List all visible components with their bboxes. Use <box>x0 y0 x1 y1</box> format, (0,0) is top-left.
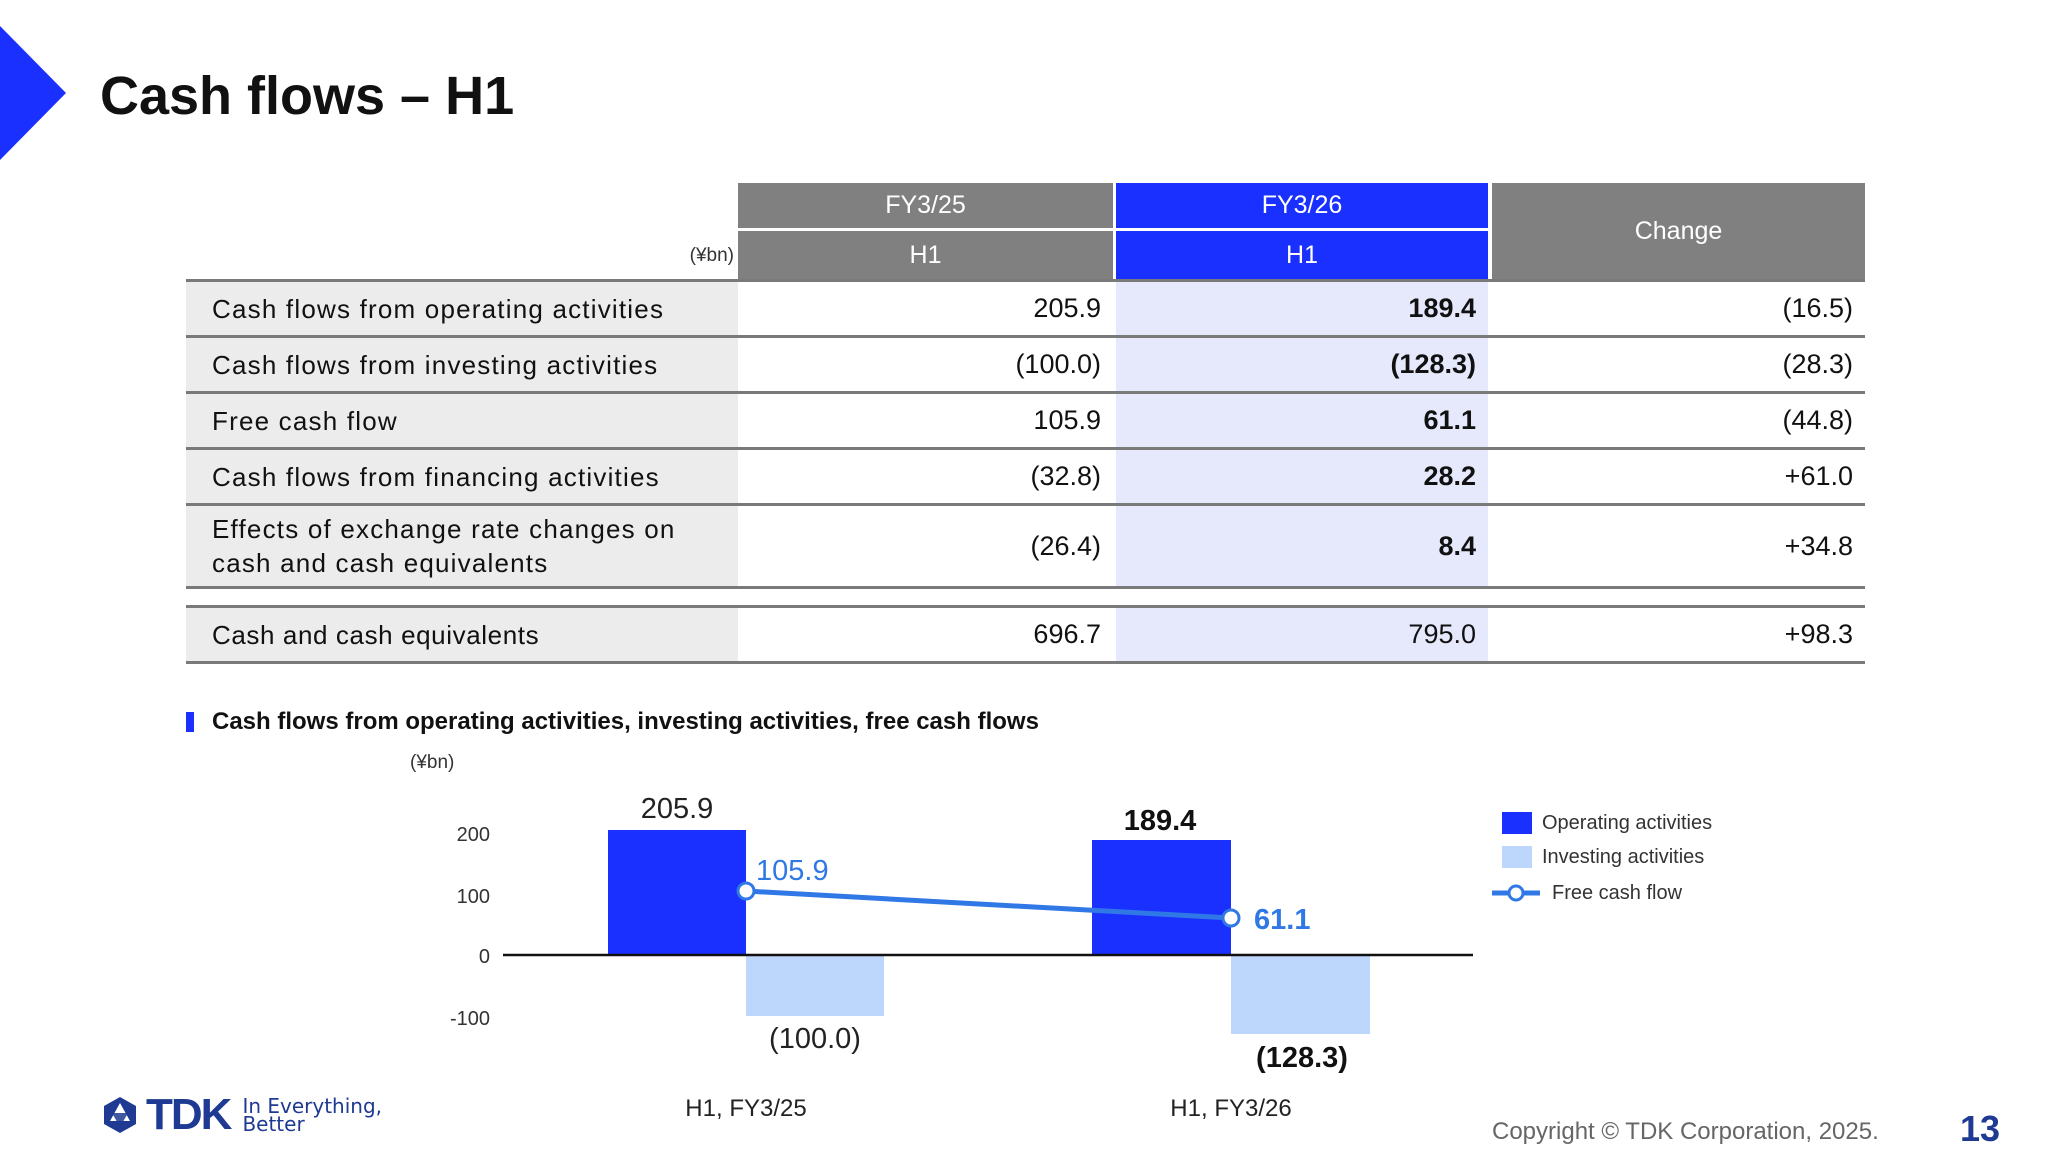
value-fy25: (32.8) <box>1030 461 1101 491</box>
value-fy26: 28.2 <box>1116 450 1488 503</box>
header-change: Change <box>1492 183 1865 279</box>
chart-section-title: Cash flows from operating activities, in… <box>212 708 1039 735</box>
value-fy26: (128.3) <box>1116 338 1488 391</box>
page-number: 13 <box>1960 1108 2001 1149</box>
legend-item-investing: Investing activities <box>1490 844 1704 870</box>
value-fy25: (100.0) <box>1015 349 1101 379</box>
bar-operating-fy25 <box>608 830 746 955</box>
row-divider <box>186 391 1865 394</box>
row-label: Cash and cash equivalents <box>186 608 738 661</box>
value-change: (16.5) <box>1782 293 1853 323</box>
table-row: Cash flows from operating activities 205… <box>186 282 1865 335</box>
chevron-accent-icon <box>0 26 66 160</box>
table-unit-label: (¥bn) <box>689 245 734 266</box>
tdk-emblem-icon <box>104 1097 136 1133</box>
data-label-operating-fy25: 205.9 <box>641 793 714 825</box>
value-change: (44.8) <box>1782 405 1853 435</box>
row-label: Cash flows from operating activities <box>186 282 738 335</box>
value-fy25: 205.9 <box>1033 293 1101 323</box>
bar-investing-fy25 <box>746 955 884 1016</box>
value-fy26: 8.4 <box>1116 506 1488 586</box>
legend-item-fcf: Free cash flow <box>1490 880 1682 906</box>
legend-swatch-icon <box>1502 846 1532 868</box>
legend-label: Investing activities <box>1542 845 1705 868</box>
legend-item-operating: Operating activities <box>1490 810 1712 836</box>
value-change: +98.3 <box>1784 619 1853 649</box>
value-fy26: 795.0 <box>1116 608 1488 661</box>
logo-tagline: In Everything, Better <box>242 1094 383 1136</box>
row-divider <box>186 447 1865 450</box>
value-fy25: 696.7 <box>1033 619 1101 649</box>
legend-label: Operating activities <box>1542 811 1713 834</box>
legend-line-marker-icon <box>1492 884 1540 902</box>
value-fy26: 61.1 <box>1116 394 1488 447</box>
row-label: Cash flows from financing activities <box>186 450 738 503</box>
table-row: Cash flows from investing activities (10… <box>186 338 1865 391</box>
data-label-investing-fy25: (100.0) <box>769 1023 861 1055</box>
y-tick-label: 200 <box>457 824 490 846</box>
data-label-investing-fy26: (128.3) <box>1256 1042 1348 1074</box>
value-change: +34.8 <box>1784 530 1853 561</box>
table-row: Cash flows from financing activities (32… <box>186 450 1865 503</box>
row-divider <box>186 335 1865 338</box>
header-fy26-period: FY3/26 <box>1116 183 1488 228</box>
tdk-logo: TDK In Everything, Better <box>100 1090 382 1140</box>
bar-investing-fy26 <box>1231 955 1370 1034</box>
tagline-line-1: In Everything, <box>242 1094 383 1118</box>
table-row: Free cash flow 105.9 61.1 (44.8) <box>186 394 1865 447</box>
copyright-text: Copyright © TDK Corporation, 2025. <box>1492 1118 1879 1145</box>
data-label-fcf-fy25: 105.9 <box>756 855 829 887</box>
header-fy25-period: FY3/25 <box>738 183 1113 228</box>
tagline-line-2: Better <box>242 1112 305 1136</box>
legend-swatch-icon <box>1502 812 1532 834</box>
total-top-rule <box>186 605 1865 608</box>
legend-label: Free cash flow <box>1552 881 1683 904</box>
data-label-operating-fy26: 189.4 <box>1124 805 1197 837</box>
y-tick-label: 0 <box>479 946 490 968</box>
table-row-total: Cash and cash equivalents 696.7 795.0 +9… <box>186 608 1865 661</box>
row-label: Effects of exchange rate changes on cash… <box>186 506 738 586</box>
value-change: +61.0 <box>1784 461 1853 491</box>
row-divider <box>186 503 1865 506</box>
row-label: Free cash flow <box>186 394 738 447</box>
value-fy26: 189.4 <box>1116 282 1488 335</box>
page-title: Cash flows – H1 <box>100 66 515 126</box>
fcf-marker <box>736 881 756 901</box>
header-rule <box>186 279 1865 282</box>
header-fy25-sub: H1 <box>738 231 1113 279</box>
y-tick-label: -100 <box>450 1008 490 1030</box>
value-change: (28.3) <box>1782 349 1853 379</box>
value-fy25: 105.9 <box>1033 405 1101 435</box>
row-divider <box>186 661 1865 664</box>
logo-wordmark: TDK <box>146 1090 232 1139</box>
section-marker <box>186 712 194 732</box>
bar-operating-fy26 <box>1092 840 1231 955</box>
chart-unit-label: (¥bn) <box>410 752 455 773</box>
x-category-label: H1, FY3/26 <box>1170 1095 1291 1122</box>
row-label: Cash flows from investing activities <box>186 338 738 391</box>
fcf-line <box>745 888 1232 921</box>
data-label-fcf-fy26: 61.1 <box>1254 904 1310 936</box>
fcf-marker <box>1221 908 1241 928</box>
value-fy25: (26.4) <box>1030 530 1101 561</box>
header-fy26-sub: H1 <box>1116 231 1488 279</box>
table-row: Effects of exchange rate changes on cash… <box>186 506 1865 586</box>
y-tick-label: 100 <box>457 886 490 908</box>
x-category-label: H1, FY3/25 <box>685 1095 806 1122</box>
row-divider <box>186 586 1865 589</box>
